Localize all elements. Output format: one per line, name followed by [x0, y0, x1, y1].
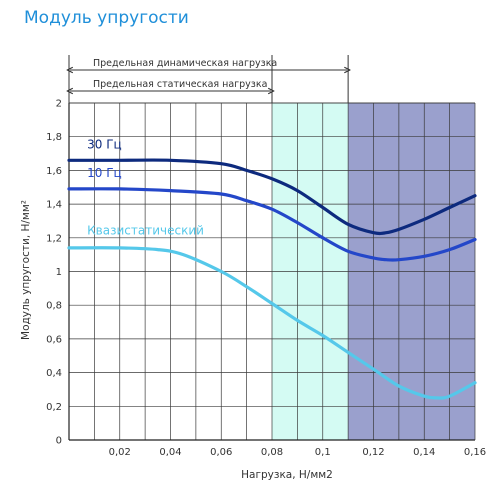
series-line-0 — [67, 158, 477, 236]
y-tick-label: 1,2 — [46, 233, 62, 244]
x-tick-label: 0,12 — [362, 447, 384, 458]
x-tick-label: 0,06 — [210, 447, 232, 458]
series-line-1 — [67, 187, 477, 262]
y-tick-label: 0,8 — [46, 301, 62, 312]
y-axis-label: Модуль упругости, Н/мм² — [20, 200, 32, 340]
chart-title: Модуль упругости — [24, 8, 189, 28]
series-line-2 — [67, 246, 477, 400]
y-tick-label: 0,4 — [46, 368, 62, 379]
limit-label-1: Предельная статическая нагрузка — [93, 79, 267, 90]
y-tick-label: 1 — [56, 267, 62, 278]
x-tick-label: 0,16 — [464, 447, 486, 458]
grid-lines — [69, 102, 475, 440]
series-labels: 30 Гц 10 Гц Квазистатический — [87, 137, 204, 237]
series-label-1: 10 Гц — [87, 166, 122, 180]
limit-label-0: Предельная динамическая нагрузка — [93, 58, 277, 69]
limit-annotations: Предельная динамическая нагрузка Предельн… — [69, 55, 348, 103]
x-axis-label: Нагрузка, Н/мм2 — [241, 469, 333, 481]
x-tick-label: 0,1 — [315, 447, 331, 458]
series-label-2: Квазистатический — [87, 223, 204, 237]
series-label-0: 30 Гц — [87, 137, 122, 151]
x-tick-label: 0,02 — [109, 447, 131, 458]
y-tick-label: 0,6 — [46, 334, 62, 345]
x-tick-label: 0,14 — [413, 447, 435, 458]
x-tick-label: 0,04 — [159, 447, 181, 458]
y-tick-label: 1,4 — [46, 200, 62, 211]
y-tick-label: 2 — [56, 99, 62, 110]
y-tick-label: 0,2 — [46, 402, 62, 413]
y-tick-label: 1,8 — [46, 132, 62, 143]
data-series — [67, 158, 477, 400]
y-tick-label: 1,6 — [46, 166, 62, 177]
y-tick-label: 0 — [56, 436, 62, 447]
x-tick-label: 0,08 — [261, 447, 283, 458]
tick-labels: 0,02 0,04 0,06 0,08 0,1 0,12 0,14 0,16 0 0,2 0,4 0,… — [46, 99, 486, 459]
